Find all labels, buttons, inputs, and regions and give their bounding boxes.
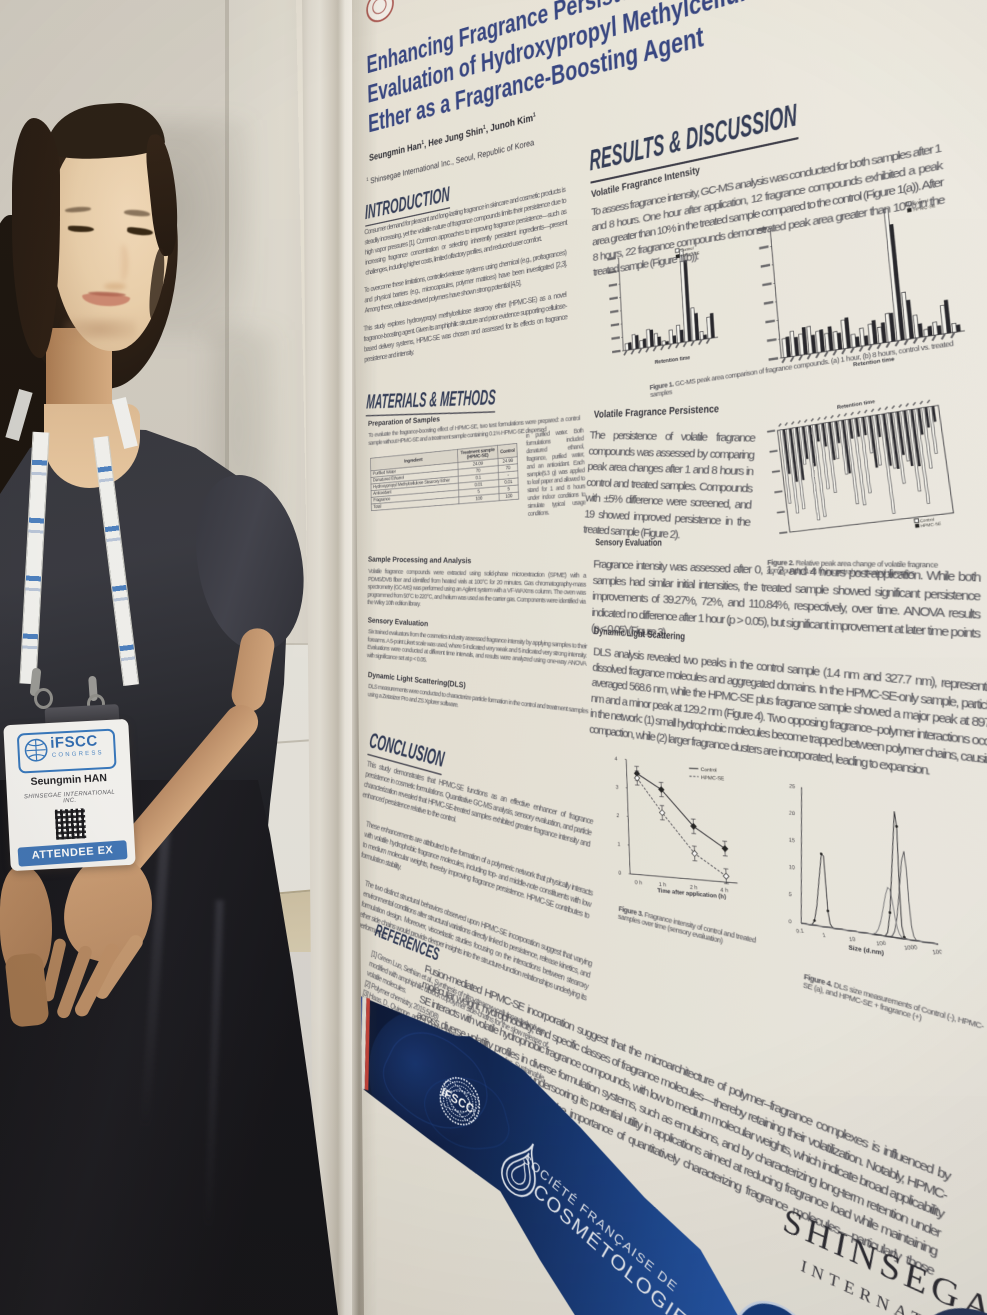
svg-text:Control: Control [680, 245, 694, 253]
svg-text:2: 2 [616, 813, 619, 819]
svg-text:100: 100 [876, 940, 887, 947]
svg-text:HPMC-SE: HPMC-SE [913, 203, 936, 213]
svg-text:25: 25 [789, 783, 795, 790]
svg-text:3: 3 [615, 784, 618, 790]
svg-text:0: 0 [618, 870, 621, 876]
svg-text:2 h: 2 h [690, 884, 698, 891]
svg-text:4: 4 [615, 756, 618, 762]
svg-text:Retention time: Retention time [655, 355, 691, 365]
svg-text:HPMC-SE: HPMC-SE [681, 250, 700, 259]
svg-text:10000: 10000 [932, 948, 942, 956]
svg-text:Control: Control [919, 516, 935, 524]
svg-text:0 h: 0 h [635, 879, 642, 886]
svg-text:HPMC-SE: HPMC-SE [920, 520, 942, 529]
svg-text:10: 10 [789, 864, 795, 871]
svg-text:Retention time: Retention time [837, 398, 876, 410]
svg-text:0.1: 0.1 [796, 928, 805, 935]
svg-text:Retention time: Retention time [853, 356, 895, 368]
svg-text:15: 15 [789, 837, 795, 844]
svg-text:1: 1 [822, 932, 826, 939]
svg-text:1 h: 1 h [659, 882, 667, 889]
svg-text:10: 10 [848, 936, 856, 943]
svg-text:HPMC-SE: HPMC-SE [701, 775, 726, 782]
svg-text:Control: Control [701, 767, 718, 774]
svg-text:0: 0 [789, 918, 792, 925]
svg-text:Control: Control [912, 197, 929, 206]
svg-text:20: 20 [789, 810, 795, 817]
svg-text:5: 5 [789, 891, 792, 898]
svg-text:1: 1 [617, 841, 620, 847]
svg-text:4 h: 4 h [720, 887, 728, 894]
svg-text:1000: 1000 [903, 944, 917, 951]
